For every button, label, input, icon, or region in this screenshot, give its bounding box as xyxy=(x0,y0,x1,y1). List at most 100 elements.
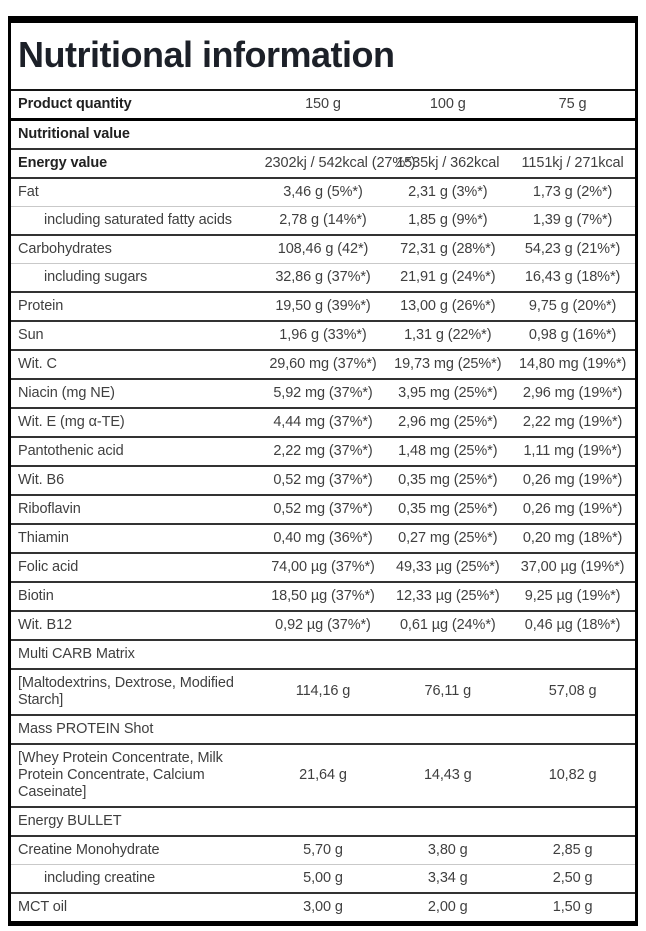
row-value-col2 xyxy=(385,119,510,149)
row-value-col2: 21,91 g (24%*) xyxy=(385,262,511,292)
row-value-col2: 3,95 mg (25%*) xyxy=(385,377,511,408)
nutrition-sheet: Nutritional information Product quantity… xyxy=(8,16,638,926)
table-row: Thiamin 0,40 mg (36%*) 0,27 mg (25%*) 0,20 … xyxy=(11,522,635,553)
title-block: Nutritional information xyxy=(11,23,635,91)
row-value-col3: 2,50 g xyxy=(510,863,635,893)
table-row: Pantothenic acid 2,22 mg (37%*) 1,48 mg (2… xyxy=(11,435,635,466)
table-row: including creatine 5,00 g 3,34 g 2,50 g xyxy=(11,863,635,893)
row-value-col1: 1,96 g (33%*) xyxy=(260,319,386,350)
row-value-col1: 5,92 mg (37%*) xyxy=(260,377,386,408)
page-title: Nutritional information xyxy=(18,34,395,75)
row-value-col3: 57,08 g xyxy=(510,667,635,715)
row-label: MCT oil xyxy=(11,891,261,921)
table-row: Fat 3,46 g (5%*) 2,31 g (3%*) 1,73 g (2%*) xyxy=(11,176,635,207)
row-value-col2: 2,31 g (3%*) xyxy=(385,176,511,207)
table-row: Riboflavin 0,52 mg (37%*) 0,35 mg (25%*) 0,… xyxy=(11,493,635,524)
row-value-col3: 1,39 g (7%*) xyxy=(510,205,635,235)
row-label: Wit. B12 xyxy=(11,609,261,640)
row-value-col2 xyxy=(385,713,511,744)
row-value-col1: 114,16 g xyxy=(260,667,386,715)
row-label: Thiamin xyxy=(11,522,261,553)
row-value-col2: 3,34 g xyxy=(385,863,511,893)
quantity-column-100g: 100 g xyxy=(429,95,466,112)
row-label: Carbohydrates xyxy=(11,233,261,264)
row-value-col1: 32,86 g (37%*) xyxy=(260,262,386,292)
row-label: Wit. C xyxy=(11,348,261,379)
row-value-col3: 0,26 mg (19%*) xyxy=(510,464,635,495)
row-value-col2: 2,00 g xyxy=(385,891,511,921)
row-label: [Maltodextrins, Dextrose, Modified Starc… xyxy=(11,667,261,715)
row-value-col2: 0,27 mg (25%*) xyxy=(385,522,511,553)
table-row: Wit. B6 0,52 mg (37%*) 0,35 mg (25%*) 0,26 … xyxy=(11,464,635,495)
row-value-col1: 0,40 mg (36%*) xyxy=(260,522,386,553)
row-label: Energy value xyxy=(11,147,261,178)
row-label: Mass PROTEIN Shot xyxy=(11,713,261,744)
row-value-col3: 1,11 mg (19%*) xyxy=(510,435,635,466)
table-row: Wit. C 29,60 mg (37%*) 19,73 mg (25%*) 14,8… xyxy=(11,348,635,379)
row-value-col1: 74,00 µg (37%*) xyxy=(260,551,386,582)
row-value-col1: 2,78 g (14%*) xyxy=(260,205,386,235)
row-value-col3: 9,75 g (20%*) xyxy=(510,290,635,321)
row-value-col1: 21,64 g xyxy=(260,742,386,807)
row-value-col3: 54,23 g (21%*) xyxy=(510,233,635,264)
quantity-column-75g: 75 g xyxy=(558,95,587,112)
row-value-col3 xyxy=(510,119,635,149)
row-value-col2 xyxy=(385,638,511,669)
row-value-col1: 5,00 g xyxy=(260,863,386,893)
table-row: Creatine Monohydrate 5,70 g 3,80 g 2,85 g xyxy=(11,834,635,865)
table-row: including saturated fatty acids 2,78 g (1… xyxy=(11,205,635,235)
row-value-col2: 0,35 mg (25%*) xyxy=(385,493,511,524)
row-value-col1 xyxy=(260,805,386,836)
row-value-col2: 13,00 g (26%*) xyxy=(385,290,511,321)
row-value-col2: 0,61 µg (24%*) xyxy=(385,609,511,640)
table-row: Mass PROTEIN Shot xyxy=(11,713,635,744)
row-label: Wit. B6 xyxy=(11,464,261,495)
table-row: Folic acid 74,00 µg (37%*) 49,33 µg (25%*)… xyxy=(11,551,635,582)
table-row: Niacin (mg NE) 5,92 mg (37%*) 3,95 mg (25%… xyxy=(11,377,635,408)
table-row: [Maltodextrins, Dextrose, Modified Starc… xyxy=(11,667,635,715)
row-label: Energy BULLET xyxy=(11,805,261,836)
row-value-col1: 0,52 mg (37%*) xyxy=(260,464,386,495)
table-row: [Whey Protein Concentrate, Milk Protein … xyxy=(11,742,635,807)
table-row: Energy value 2302kj / 542kcal (27%*) 1535k… xyxy=(11,147,635,178)
row-label: Pantothenic acid xyxy=(11,435,261,466)
row-label: Nutritional value xyxy=(18,125,130,142)
row-label: Biotin xyxy=(11,580,261,611)
row-value-col3 xyxy=(510,638,635,669)
row-label: [Whey Protein Concentrate, Milk Protein … xyxy=(11,742,261,807)
row-value-col2: 3,80 g xyxy=(385,834,511,865)
row-value-col1: 19,50 g (39%*) xyxy=(260,290,386,321)
row-value-col2: 76,11 g xyxy=(385,667,511,715)
table-row: Nutritional value xyxy=(11,119,635,149)
row-label: Fat xyxy=(11,176,261,207)
row-value-col1: 3,00 g xyxy=(260,891,386,921)
row-value-col3: 2,22 mg (19%*) xyxy=(510,406,635,437)
row-value-col3: 0,20 mg (18%*) xyxy=(510,522,635,553)
row-value-col2: 2,96 mg (25%*) xyxy=(385,406,511,437)
row-value-col3: 37,00 µg (19%*) xyxy=(510,551,635,582)
row-value-col1 xyxy=(260,638,386,669)
product-quantity-row: Product quantity 150 g 100 g 75 g xyxy=(11,91,635,120)
row-value-col1: 18,50 µg (37%*) xyxy=(260,580,386,611)
row-value-col2: 1,85 g (9%*) xyxy=(385,205,511,235)
row-value-col2: 1,31 g (22%*) xyxy=(385,319,511,350)
row-value-col1: 5,70 g xyxy=(260,834,386,865)
row-value-col3: 1,73 g (2%*) xyxy=(510,176,635,207)
table-row: Sun 1,96 g (33%*) 1,31 g (22%*) 0,98 g (16%… xyxy=(11,319,635,350)
row-value-col3: 9,25 µg (19%*) xyxy=(510,580,635,611)
row-value-col2: 14,43 g xyxy=(385,742,511,807)
row-value-col1: 2302kj / 542kcal (27%*) xyxy=(260,147,416,178)
row-value-col2: 0,35 mg (25%*) xyxy=(385,464,511,495)
row-value-col2: 1535kj / 362kcal xyxy=(385,147,511,178)
row-value-col1: 0,52 mg (37%*) xyxy=(260,493,386,524)
row-label: Sun xyxy=(11,319,261,350)
row-value-col3: 16,43 g (18%*) xyxy=(510,262,635,292)
row-value-col3: 10,82 g xyxy=(510,742,635,807)
product-quantity-label: Product quantity xyxy=(18,95,132,112)
row-value-col3: 14,80 mg (19%*) xyxy=(510,348,635,379)
row-label: including creatine xyxy=(11,863,261,893)
row-value-col3: 1151kj / 271kcal xyxy=(510,147,635,178)
nutrition-table-body: Nutritional value Energy value 2302kj / 54… xyxy=(11,119,635,921)
row-label: Protein xyxy=(11,290,261,321)
row-value-col1: 2,22 mg (37%*) xyxy=(260,435,386,466)
